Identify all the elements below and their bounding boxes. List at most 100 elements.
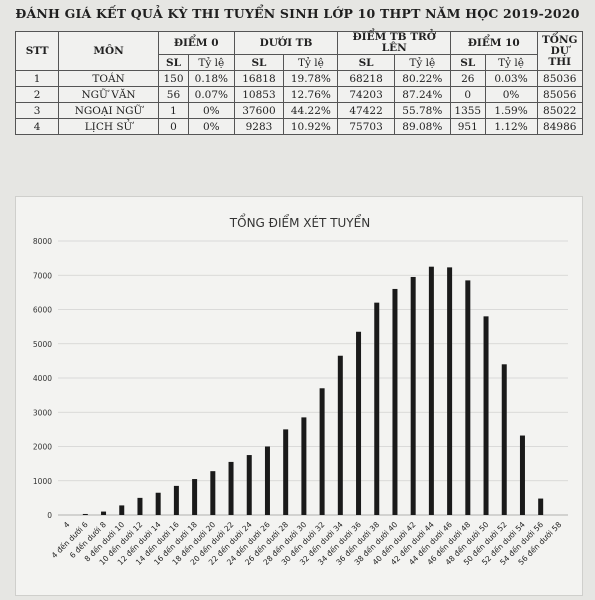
subheader-ty-le: Tỷ lệ (188, 54, 235, 71)
header-mon: MÔN (58, 31, 159, 71)
y-tick-label: 1000 (33, 477, 52, 486)
chart-container: TỔNG ĐIỂM XÉT TUYỂN 0 1000 2000 3000 4000 500… (15, 196, 583, 596)
cell-tong: 85056 (536, 86, 584, 103)
bar (192, 479, 198, 515)
cell-duoi-tb-ty-le: 19.78% (283, 70, 339, 87)
cell-diem0-ty-le: 0% (188, 102, 235, 119)
bar (337, 355, 343, 515)
cell-diem0-ty-le: 0.18% (188, 70, 235, 87)
bar (101, 511, 107, 515)
y-tick-label: 8000 (33, 237, 52, 246)
bar (519, 435, 525, 515)
table-row: 4 LỊCH SỬ 0 0% 9283 10.92% 75703 89.08% 951 1.12%… (14, 118, 584, 135)
bar (501, 364, 507, 515)
bar (483, 316, 489, 515)
y-tick-label: 4000 (33, 374, 52, 383)
cell-diem0-sl: 0 (157, 118, 190, 135)
y-tick-label: 6000 (33, 306, 52, 315)
subheader-sl: SL (449, 54, 486, 71)
cell-stt: 2 (14, 86, 60, 103)
chart-title: TỔNG ĐIỂM XÉT TUYỂN (229, 214, 370, 230)
bar (137, 497, 143, 515)
y-tick-label: 0 (47, 511, 52, 520)
cell-stt: 3 (14, 102, 60, 119)
bar (228, 461, 234, 515)
header-tong: TỔNG DỰ THI (536, 31, 584, 71)
bar (447, 267, 453, 515)
bar (538, 498, 544, 515)
cell-mon: NGỮ VĂN (58, 86, 159, 103)
table-subheader-row: SL Tỷ lệ SL Tỷ lệ SL Tỷ lệ SL Tỷ lệ (16, 54, 583, 71)
bar (155, 492, 161, 515)
header-diem10: ĐIỂM 10 (449, 31, 538, 55)
cell-tong: 84986 (536, 118, 584, 135)
cell-duoi-tb-ty-le: 10.92% (283, 118, 339, 135)
cell-duoi-tb-sl: 37600 (233, 102, 285, 119)
cell-diem10-ty-le: 0% (484, 86, 538, 103)
header-diem0: ĐIỂM 0 (157, 31, 235, 55)
cell-diem10-sl: 0 (449, 86, 486, 103)
y-tick-label: 3000 (33, 408, 52, 417)
bar (392, 288, 398, 515)
bar (246, 455, 252, 515)
y-tick-label: 2000 (33, 443, 52, 452)
cell-diem10-ty-le: 1.12% (484, 118, 538, 135)
cell-tb-ty-le: 80.22% (393, 70, 451, 87)
cell-duoi-tb-ty-le: 12.76% (283, 86, 339, 103)
subheader-sl: SL (157, 54, 190, 71)
cell-mon: TOÁN (58, 70, 159, 87)
table-row: 3 NGOẠI NGỮ 1 0% 37600 44.22% 47422 55.78% 1355 1… (14, 102, 584, 119)
cell-tb-ty-le: 87.24% (393, 86, 451, 103)
subheader-ty-le: Tỷ lệ (393, 54, 451, 71)
bar (264, 446, 270, 515)
cell-tb-ty-le: 55.78% (393, 102, 451, 119)
subheader-ty-le: Tỷ lệ (484, 54, 538, 71)
cell-diem10-sl: 951 (449, 118, 486, 135)
cell-tb-ty-le: 89.08% (393, 118, 451, 135)
cell-mon: NGOẠI NGỮ (58, 102, 159, 119)
page-title: ĐÁNH GIÁ KẾT QUẢ KỲ THI TUYỂN SINH LỚP 1… (15, 6, 580, 21)
cell-tb-sl: 75703 (337, 118, 395, 135)
bar (428, 266, 434, 515)
cell-tb-sl: 47422 (337, 102, 395, 119)
table-header-row: STT MÔN ĐIỂM 0 DƯỚI TB ĐIỂM TB TRỞ LÊN Đ… (14, 31, 584, 71)
cell-diem0-sl: 56 (157, 86, 190, 103)
header-tb-tro-len: ĐIỂM TB TRỞ LÊN (337, 31, 451, 55)
cell-mon: LỊCH SỬ (58, 118, 159, 135)
cell-tb-sl: 68218 (337, 70, 395, 87)
subheader-sl: SL (337, 54, 395, 71)
bar (301, 417, 307, 515)
bar (374, 302, 380, 515)
bar (283, 429, 289, 515)
subheader-sl: SL (233, 54, 285, 71)
cell-diem10-ty-le: 0.03% (484, 70, 538, 87)
x-tick-label: 4 (62, 520, 72, 530)
bar (356, 331, 362, 515)
cell-diem10-sl: 26 (449, 70, 486, 87)
cell-duoi-tb-sl: 16818 (233, 70, 285, 87)
bar (82, 513, 88, 515)
results-table: STT MÔN ĐIỂM 0 DƯỚI TB ĐIỂM TB TRỞ LÊN Đ… (14, 31, 584, 135)
cell-diem0-sl: 1 (157, 102, 190, 119)
bar (465, 280, 471, 515)
cell-duoi-tb-sl: 9283 (233, 118, 285, 135)
cell-duoi-tb-ty-le: 44.22% (283, 102, 339, 119)
bar (319, 388, 325, 515)
cell-diem10-ty-le: 1.59% (484, 102, 538, 119)
subheader-ty-le: Tỷ lệ (283, 54, 339, 71)
cell-tb-sl: 74203 (337, 86, 395, 103)
cell-diem0-ty-le: 0% (188, 118, 235, 135)
bar (119, 505, 125, 515)
cell-stt: 4 (14, 118, 60, 135)
cell-diem10-sl: 1355 (449, 102, 486, 119)
cell-diem0-ty-le: 0.07% (188, 86, 235, 103)
cell-stt: 1 (14, 70, 60, 87)
cell-tong: 85022 (536, 102, 584, 119)
table-row: 2 NGỮ VĂN 56 0.07% 10853 12.76% 74203 87.24% 0 0%… (14, 86, 584, 103)
table-row: 1 TOÁN 150 0.18% 16818 19.78% 68218 80.22% 26 0.0… (14, 70, 584, 87)
bar (210, 471, 216, 515)
cell-duoi-tb-sl: 10853 (233, 86, 285, 103)
cell-diem0-sl: 150 (157, 70, 190, 87)
header-duoi-tb: DƯỚI TB (233, 31, 339, 55)
bar (173, 485, 179, 515)
